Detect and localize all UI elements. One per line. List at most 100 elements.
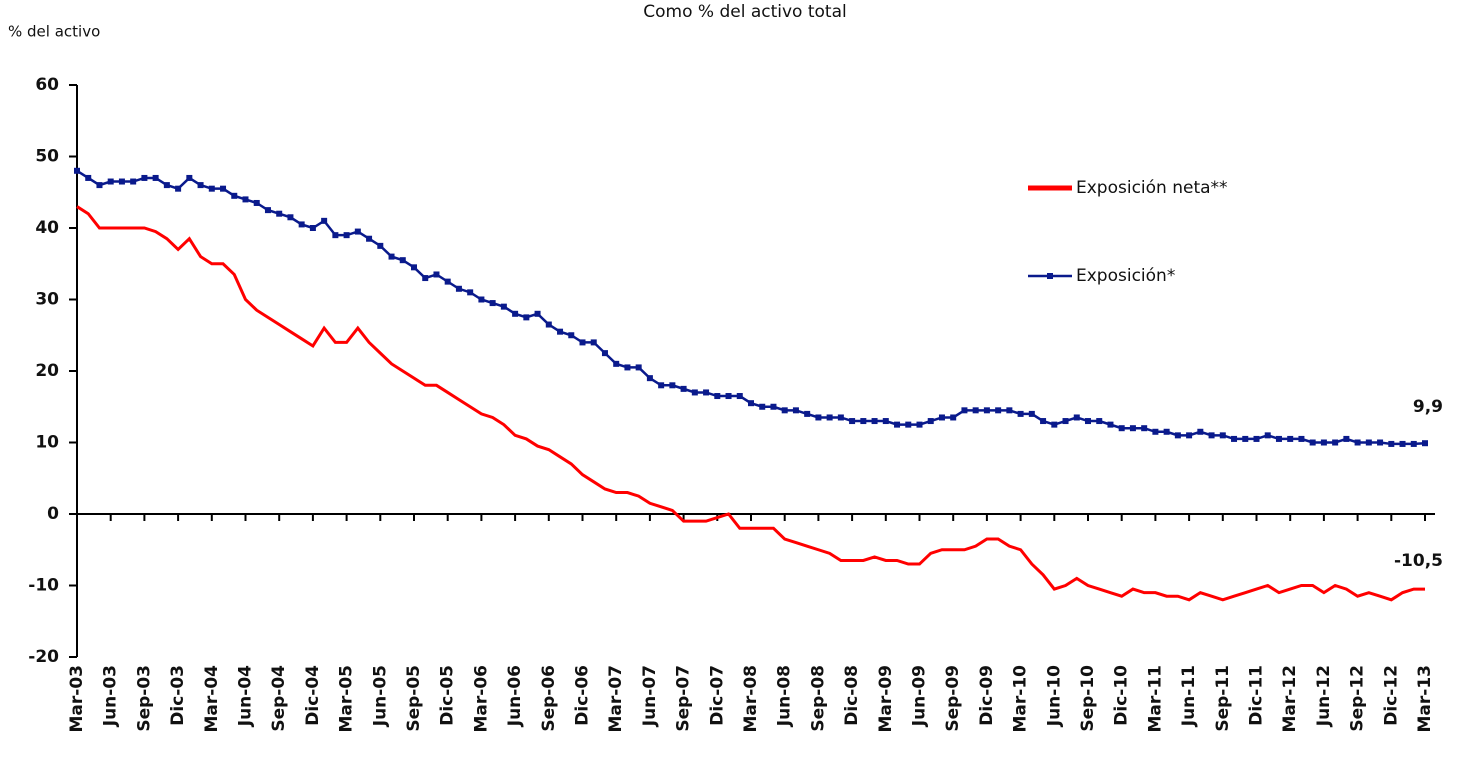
x-tick-label: Dic-04 <box>303 665 323 726</box>
point-marker <box>871 418 878 425</box>
point-marker <box>748 400 754 407</box>
x-tick-label: Sep-06 <box>539 665 559 732</box>
chart-title: Como % del activo total <box>643 2 846 22</box>
x-tick-label: Sep-04 <box>269 665 289 732</box>
point-marker <box>804 410 811 417</box>
point-marker <box>1287 435 1294 442</box>
point-marker <box>646 375 653 382</box>
x-tick-label: Sep-11 <box>1213 665 1233 732</box>
point-marker <box>759 403 766 410</box>
x-tick-label: Sep-10 <box>1078 665 1098 732</box>
x-tick-label: Mar-12 <box>1280 665 1300 733</box>
point-marker <box>1073 414 1080 421</box>
point-marker <box>714 393 721 400</box>
point-marker <box>680 385 687 392</box>
point-marker <box>309 225 316 231</box>
point-marker <box>1231 435 1238 442</box>
y-tick-label: 40 <box>35 218 59 238</box>
point-marker <box>399 257 406 264</box>
point-marker <box>422 275 429 282</box>
point-marker <box>1107 421 1114 428</box>
point-marker <box>388 253 395 260</box>
point-marker <box>1242 435 1249 442</box>
point-marker <box>983 407 990 414</box>
point-marker <box>74 167 80 174</box>
x-tick-label: Mar-08 <box>741 665 761 733</box>
point-marker <box>1040 418 1047 425</box>
point-marker <box>1152 428 1159 435</box>
point-marker <box>107 178 114 185</box>
x-tick-label: Jun-08 <box>775 665 795 727</box>
point-marker <box>1253 435 1260 442</box>
point-marker <box>950 414 957 421</box>
point-marker <box>444 278 451 285</box>
point-marker <box>669 382 676 389</box>
point-marker <box>208 185 215 192</box>
point-marker <box>894 421 901 428</box>
point-marker <box>534 310 541 317</box>
point-marker <box>815 414 822 421</box>
point-marker <box>411 264 417 271</box>
series-line <box>76 205 1425 602</box>
point-marker <box>1309 439 1316 446</box>
point-marker <box>253 199 260 206</box>
point-marker <box>624 364 631 371</box>
point-marker <box>938 414 945 421</box>
point-marker <box>1320 439 1327 446</box>
x-tick-label: Dic-07 <box>707 665 727 726</box>
point-marker <box>1006 407 1013 414</box>
x-tick-label: Jun-03 <box>101 665 121 727</box>
x-tick-label: Mar-13 <box>1415 665 1435 733</box>
point-marker <box>242 196 249 203</box>
point-marker <box>130 178 137 185</box>
point-marker <box>264 207 271 214</box>
point-marker <box>1343 435 1350 442</box>
y-axis-label: % del activo <box>8 23 100 41</box>
x-tick-label: Jun-06 <box>505 665 525 727</box>
point-marker <box>433 271 440 278</box>
point-marker <box>882 418 889 425</box>
x-tick-label: Mar-04 <box>202 665 222 733</box>
x-tick-label: Sep-03 <box>134 665 154 732</box>
point-marker <box>781 407 788 414</box>
point-marker <box>927 418 934 425</box>
point-marker <box>118 178 125 185</box>
point-marker <box>1377 439 1384 446</box>
x-tick-label: Mar-07 <box>606 665 626 733</box>
point-marker <box>1399 440 1406 447</box>
y-tick-label: 60 <box>35 75 59 95</box>
x-tick-label: Dic-12 <box>1381 665 1401 726</box>
point-marker <box>467 289 474 296</box>
y-tick-label: 30 <box>35 290 59 310</box>
point-marker <box>1017 410 1024 417</box>
point-marker <box>141 174 148 181</box>
point-marker <box>703 389 710 396</box>
x-tick-label: Mar-09 <box>876 665 896 733</box>
point-marker <box>725 393 732 400</box>
point-marker <box>1275 435 1282 442</box>
point-marker <box>568 332 575 339</box>
x-tick-label: Jun-04 <box>236 665 256 727</box>
point-marker <box>860 418 867 425</box>
point-marker <box>175 185 182 192</box>
point-marker <box>1219 432 1226 439</box>
point-marker <box>916 421 923 428</box>
y-tick-label: -20 <box>28 647 59 667</box>
point-marker <box>366 235 373 242</box>
point-marker <box>287 214 294 221</box>
point-marker <box>792 407 799 414</box>
x-tick-label: Dic-05 <box>438 665 458 726</box>
point-marker <box>220 185 227 192</box>
x-tick-label: Jun-05 <box>370 665 390 727</box>
point-marker <box>613 360 620 367</box>
point-marker <box>321 217 328 224</box>
point-marker <box>298 221 305 228</box>
point-marker <box>1118 425 1125 432</box>
end-label: -10,5 <box>1394 551 1443 571</box>
point-marker <box>961 407 968 414</box>
x-tick-label: Sep-08 <box>808 665 828 732</box>
point-marker <box>1028 410 1035 417</box>
point-marker <box>1141 425 1148 432</box>
x-tick-label: Mar-11 <box>1145 665 1165 733</box>
x-tick-label: Dic-09 <box>977 665 997 726</box>
